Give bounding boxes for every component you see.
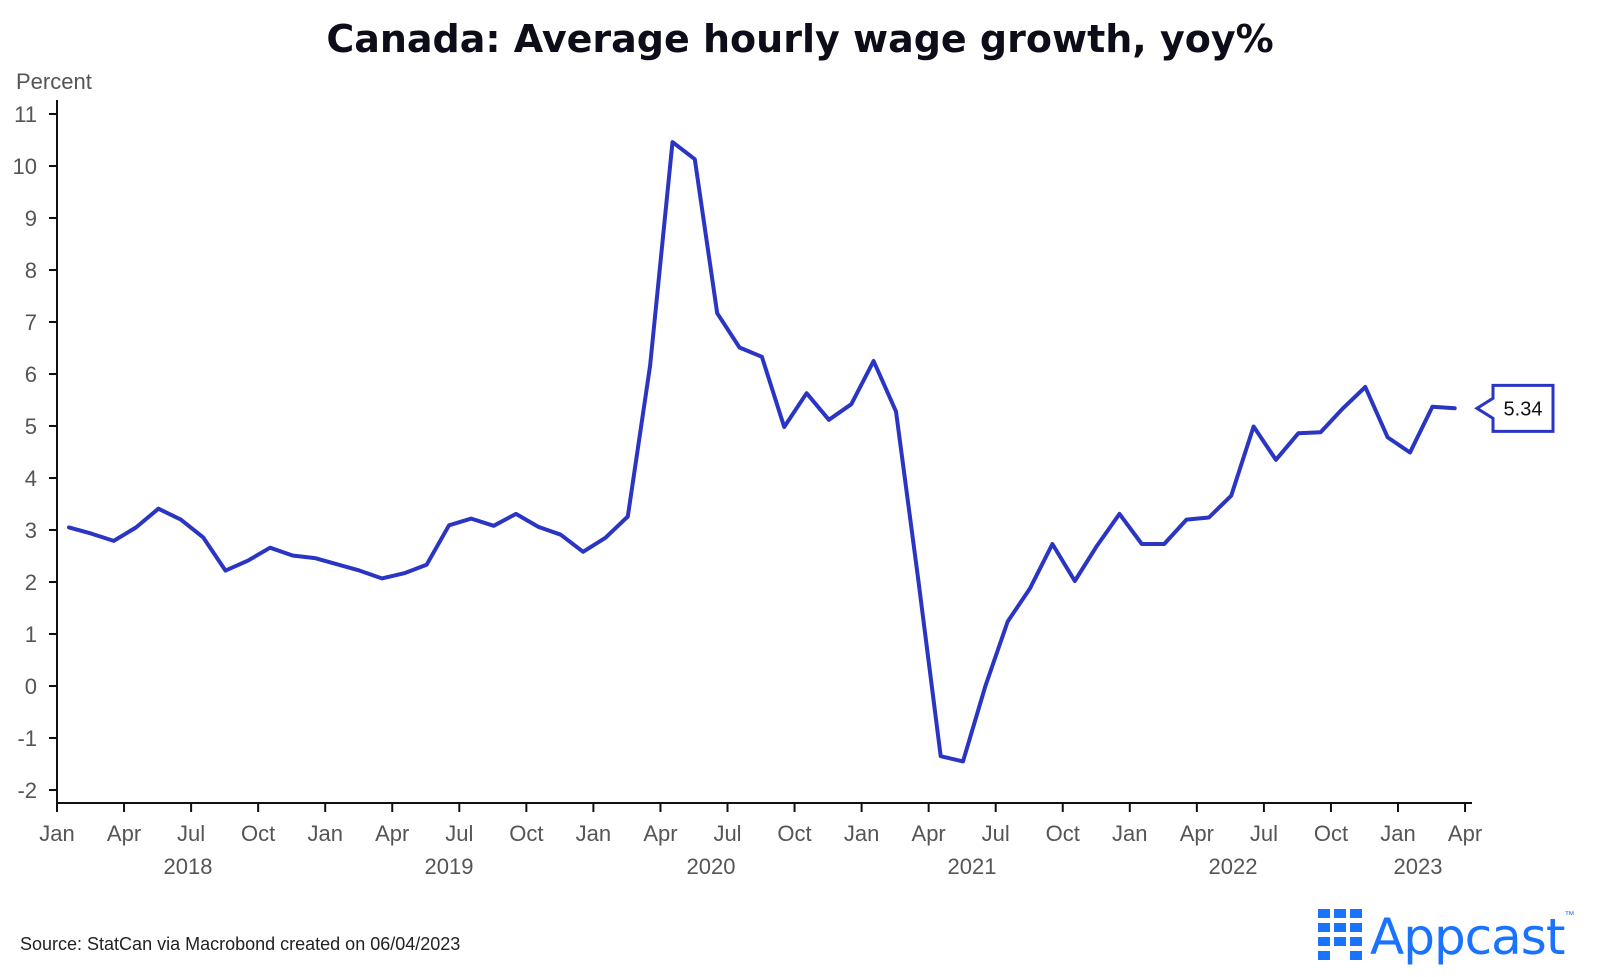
y-tick-label: 1 — [25, 622, 37, 647]
x-axis: Jan Apr Jul Oct Jan Apr Jul Oct Jan Apr Jul Oct Jan A… — [39, 803, 1482, 879]
y-tick-label: 9 — [25, 206, 37, 231]
logo-grid-icon — [1318, 909, 1362, 960]
x-tick-label: Jan — [844, 821, 879, 846]
x-tick-label: Apr — [1180, 821, 1214, 846]
y-tick-label: 6 — [25, 362, 37, 387]
x-year-label: 2018 — [164, 854, 213, 879]
appcast-logo: Appcast ™ — [1318, 906, 1574, 962]
logo-text: Appcast — [1370, 908, 1565, 966]
y-tick-label: 7 — [25, 310, 37, 335]
x-year-label: 2021 — [948, 854, 997, 879]
x-tick-label: Apr — [107, 821, 141, 846]
series-line — [67, 140, 1457, 764]
x-tick-label: Oct — [509, 821, 543, 846]
x-year-label: 2019 — [425, 854, 474, 879]
x-tick-label: Jan — [1380, 821, 1415, 846]
chart-title: Canada: Average hourly wage growth, yoy% — [326, 17, 1273, 61]
x-tick-label: Jul — [713, 821, 741, 846]
x-tick-label: Apr — [1448, 821, 1482, 846]
y-axis-label: Percent — [16, 69, 92, 94]
y-tick-label: 11 — [14, 102, 37, 127]
x-tick-label: Jan — [1112, 821, 1147, 846]
y-tick-label: 0 — [25, 674, 37, 699]
x-tick-label: Oct — [241, 821, 275, 846]
y-tick-label: 8 — [25, 258, 37, 283]
x-tick-label: Oct — [777, 821, 811, 846]
x-tick-label: Oct — [1314, 821, 1348, 846]
last-value-box — [1474, 383, 1555, 433]
x-tick-label: Jul — [1250, 821, 1278, 846]
x-tick-label: Jan — [576, 821, 611, 846]
last-value-label: 5.34 — [1504, 398, 1543, 420]
last-value-callout: 5.34 — [1474, 383, 1555, 433]
logo-trademark: ™ — [1564, 910, 1575, 921]
x-tick-label: Jul — [982, 821, 1010, 846]
y-tick-label: 5 — [25, 414, 37, 439]
x-tick-label: Oct — [1046, 821, 1080, 846]
y-tick-label: 3 — [25, 518, 37, 543]
x-tick-label: Jul — [177, 821, 205, 846]
x-tick-label: Apr — [375, 821, 409, 846]
x-tick-label: Jan — [39, 821, 74, 846]
y-tick-label: -1 — [17, 726, 37, 751]
y-tick-label: 2 — [25, 570, 37, 595]
y-tick-label: 4 — [25, 466, 37, 491]
x-tick-label: Jan — [307, 821, 342, 846]
x-tick-label: Apr — [643, 821, 677, 846]
x-year-label: 2022 — [1209, 854, 1258, 879]
x-year-label: 2020 — [687, 854, 736, 879]
x-tick-label: Apr — [912, 821, 946, 846]
source-note: Source: StatCan via Macrobond created on… — [20, 934, 461, 954]
x-year-label: 2023 — [1394, 854, 1443, 879]
x-tick-label: Jul — [445, 821, 473, 846]
y-tick-label: -2 — [17, 778, 37, 803]
y-tick-label: 10 — [13, 154, 37, 179]
